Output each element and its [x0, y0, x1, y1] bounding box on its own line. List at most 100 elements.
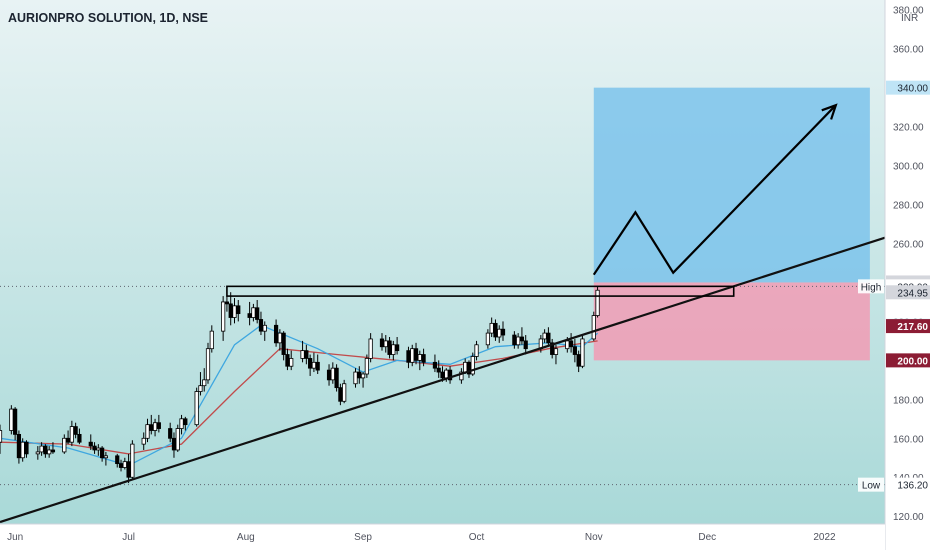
- candle[interactable]: [9, 405, 14, 435]
- y-tick-label: 120.00: [893, 512, 924, 523]
- stop-zone[interactable]: [593, 282, 870, 361]
- candle[interactable]: [130, 440, 135, 480]
- candle[interactable]: [20, 438, 25, 462]
- candle[interactable]: [77, 428, 82, 445]
- candle[interactable]: [368, 333, 373, 363]
- candle-body: [277, 332, 282, 344]
- candle[interactable]: [421, 348, 426, 367]
- candle[interactable]: [360, 372, 366, 388]
- y-tick-label: 300.00: [893, 162, 924, 173]
- candle-body: [247, 313, 252, 318]
- candle[interactable]: [255, 299, 260, 324]
- candle-body: [118, 463, 124, 468]
- candle[interactable]: [100, 446, 105, 462]
- candle[interactable]: [50, 442, 56, 454]
- candle[interactable]: [523, 335, 528, 355]
- candle[interactable]: [88, 434, 93, 450]
- candle[interactable]: [334, 364, 339, 392]
- candle[interactable]: [236, 299, 241, 322]
- resistance-box[interactable]: [226, 285, 735, 297]
- candle[interactable]: [485, 329, 490, 349]
- price-label-text: 136.20: [897, 481, 928, 492]
- candle-body: [171, 437, 177, 451]
- candle[interactable]: [470, 352, 475, 376]
- candle[interactable]: [141, 432, 146, 450]
- y-tick-label: 360.00: [893, 45, 924, 56]
- candle-body: [410, 348, 415, 363]
- candle-body: [9, 408, 14, 431]
- candle[interactable]: [194, 387, 199, 427]
- candle[interactable]: [205, 342, 211, 384]
- candle[interactable]: [289, 350, 294, 371]
- trendline[interactable]: [0, 236, 886, 524]
- candle[interactable]: [168, 422, 173, 443]
- candle[interactable]: [209, 325, 214, 353]
- candle[interactable]: [553, 344, 559, 365]
- candle-body: [342, 383, 347, 402]
- projected-path[interactable]: [592, 104, 837, 276]
- candle-body: [115, 455, 120, 465]
- candle[interactable]: [432, 354, 438, 373]
- candle[interactable]: [145, 418, 150, 443]
- y-tick-label: 320.00: [893, 123, 924, 134]
- candle[interactable]: [447, 366, 453, 384]
- candle[interactable]: [459, 368, 464, 384]
- candle-body: [221, 301, 226, 332]
- candle[interactable]: [62, 434, 67, 454]
- candle-body: [326, 369, 332, 381]
- candle[interactable]: [221, 296, 226, 341]
- candle[interactable]: [24, 440, 29, 458]
- candle-body: [330, 367, 335, 381]
- candle-body: [315, 361, 320, 371]
- candle-body: [43, 445, 48, 455]
- x-tick-label: Oct: [469, 532, 485, 543]
- y-tick-label: 180.00: [893, 395, 924, 406]
- candle[interactable]: [364, 354, 369, 378]
- candle-body: [334, 367, 339, 389]
- target-zone[interactable]: [593, 87, 870, 283]
- candle[interactable]: [35, 446, 40, 460]
- candle-body: [523, 340, 528, 350]
- candle[interactable]: [500, 321, 506, 341]
- candle[interactable]: [519, 327, 525, 345]
- candle-body: [387, 340, 392, 355]
- candle[interactable]: [568, 333, 574, 353]
- candle[interactable]: [546, 327, 551, 347]
- candle[interactable]: [175, 424, 180, 452]
- candle[interactable]: [198, 372, 203, 396]
- price-label-caption: Low: [862, 481, 881, 492]
- candle[interactable]: [115, 453, 120, 468]
- candle[interactable]: [0, 424, 3, 454]
- candle[interactable]: [73, 422, 78, 439]
- projected-path-arrowhead: [821, 103, 838, 120]
- candle[interactable]: [595, 286, 600, 318]
- candle-body: [0, 430, 3, 443]
- candle-body: [209, 330, 214, 350]
- candle-body: [436, 367, 441, 373]
- candle[interactable]: [591, 311, 596, 341]
- candle-body: [500, 328, 506, 336]
- candle[interactable]: [13, 407, 18, 441]
- candle[interactable]: [572, 338, 577, 363]
- candle-body: [572, 346, 577, 355]
- candle[interactable]: [156, 414, 161, 433]
- candle[interactable]: [580, 335, 585, 369]
- candle[interactable]: [315, 354, 320, 375]
- candle[interactable]: [103, 451, 108, 466]
- candle-body: [512, 334, 517, 346]
- candle[interactable]: [202, 368, 207, 392]
- candle[interactable]: [304, 344, 309, 365]
- candle[interactable]: [281, 331, 286, 361]
- candle[interactable]: [436, 360, 441, 378]
- candle-body: [228, 303, 233, 318]
- candle[interactable]: [183, 416, 188, 431]
- candle[interactable]: [395, 336, 400, 355]
- time-axis[interactable]: [0, 524, 885, 550]
- candle[interactable]: [262, 321, 267, 341]
- candle-body: [595, 289, 600, 316]
- candle-body: [122, 461, 127, 468]
- candle[interactable]: [342, 379, 347, 404]
- candle-body: [300, 350, 305, 359]
- candle[interactable]: [474, 340, 479, 361]
